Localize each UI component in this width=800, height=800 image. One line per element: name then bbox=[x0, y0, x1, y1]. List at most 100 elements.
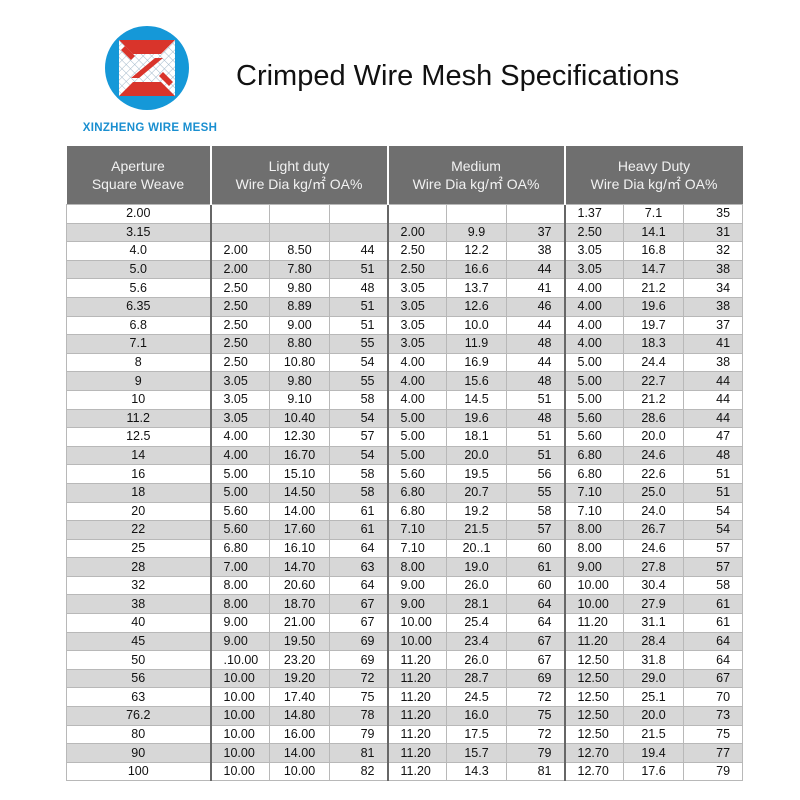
aperture-cell: 100 bbox=[66, 761, 211, 782]
table-cell: 17.60 bbox=[269, 520, 330, 540]
table-cell: 72 bbox=[329, 668, 388, 689]
aperture-cell: 40 bbox=[66, 613, 211, 633]
table-cell: 64 bbox=[506, 594, 565, 615]
table-cell: 11.20 bbox=[563, 613, 624, 633]
header-medium: Medium Wire Dia kg/㎡ OA% bbox=[386, 146, 565, 205]
table-cell: 5.00 bbox=[563, 352, 624, 373]
spec-table: Aperture Square Weave Light duty Wire Dia … bbox=[66, 146, 744, 782]
table-cell: 12.6 bbox=[446, 296, 507, 317]
table-cell: 28.7 bbox=[446, 668, 507, 689]
table-cell: 10.00 bbox=[209, 761, 270, 782]
table-cell: 23.20 bbox=[269, 650, 330, 670]
table-cell: 10.00 bbox=[563, 594, 624, 615]
table-cell: 31.1 bbox=[623, 613, 684, 633]
table-cell bbox=[329, 204, 388, 224]
table-cell: 58 bbox=[506, 501, 565, 522]
table-cell: 20.0 bbox=[623, 427, 684, 447]
table-cell: 7.10 bbox=[563, 501, 624, 522]
aperture-cell: 9 bbox=[66, 371, 211, 391]
table-cell: 20.60 bbox=[269, 575, 330, 596]
table-cell: 11.20 bbox=[386, 761, 447, 782]
table-cell: 19.5 bbox=[446, 464, 507, 484]
table-cell: 2.50 bbox=[209, 315, 270, 336]
table-cell: 58 bbox=[329, 464, 388, 484]
table-cell: 79 bbox=[329, 724, 388, 745]
aperture-cell: 90 bbox=[66, 743, 211, 763]
table-cell: 4.00 bbox=[563, 278, 624, 298]
table-cell: 48 bbox=[682, 445, 744, 466]
table-cell: 10.00 bbox=[209, 668, 270, 689]
table-cell: 38 bbox=[682, 259, 744, 280]
table-cell: 4.00 bbox=[209, 427, 270, 447]
table-row: 12.5 4.00 12.30 57 5.00 18.1 51 5.60 20.0 47 bbox=[66, 427, 744, 447]
table-cell: 77 bbox=[682, 743, 744, 763]
table-cell: 10.00 bbox=[209, 706, 270, 726]
table-cell: 69 bbox=[506, 668, 565, 689]
table-cell: 2.50 bbox=[209, 334, 270, 354]
table-row: 22 5.60 17.60 61 7.10 21.5 57 8.00 26.7 54 bbox=[66, 520, 744, 540]
table-cell: 12.50 bbox=[563, 706, 624, 726]
table-cell: 20.0 bbox=[446, 445, 507, 466]
table-cell: 6.80 bbox=[563, 445, 624, 466]
table-cell: 14.1 bbox=[623, 222, 684, 243]
table-cell: 61 bbox=[506, 557, 565, 577]
table-cell: 12.70 bbox=[563, 761, 624, 782]
aperture-cell: 14 bbox=[66, 445, 211, 466]
table-cell: 19.7 bbox=[623, 315, 684, 336]
table-cell: 25.1 bbox=[623, 687, 684, 708]
table-cell: 5.00 bbox=[386, 408, 447, 429]
table-row: 56 10.00 19.20 72 11.20 28.7 69 12.50 29.0 67 bbox=[66, 668, 744, 689]
table-cell: 4.00 bbox=[563, 296, 624, 317]
table-cell: 31 bbox=[682, 222, 744, 243]
table-cell: 54 bbox=[682, 501, 744, 522]
table-cell: 32 bbox=[682, 241, 744, 261]
table-row: 11.2 3.05 10.40 54 5.00 19.6 48 5.60 28.6 44 bbox=[66, 408, 744, 429]
table-cell: 8.50 bbox=[269, 241, 330, 261]
table-row: 6.35 2.50 8.89 51 3.05 12.6 46 4.00 19.6 38 bbox=[66, 296, 744, 317]
table-cell: 22.7 bbox=[623, 371, 684, 391]
table-cell: 10.00 bbox=[209, 687, 270, 708]
table-cell: 38 bbox=[682, 352, 744, 373]
aperture-cell: 28 bbox=[66, 557, 211, 577]
table-row: 10 3.05 9.10 58 4.00 14.5 51 5.00 21.2 44 bbox=[66, 389, 744, 410]
table-cell: 11.20 bbox=[386, 706, 447, 726]
table-row: 100 10.00 10.00 82 11.20 14.3 81 12.70 17.6 79 bbox=[66, 761, 744, 782]
table-cell: 8.00 bbox=[209, 594, 270, 615]
table-cell: 8.00 bbox=[209, 575, 270, 596]
aperture-cell: 10 bbox=[66, 389, 211, 410]
aperture-cell: 11.2 bbox=[66, 408, 211, 429]
table-cell: 67 bbox=[329, 594, 388, 615]
table-cell: 11.20 bbox=[386, 650, 447, 670]
table-cell: 56 bbox=[506, 464, 565, 484]
table-cell: 10.0 bbox=[446, 315, 507, 336]
table-cell: 3.05 bbox=[563, 259, 624, 280]
table-cell: 2.50 bbox=[209, 296, 270, 317]
table-cell: 67 bbox=[682, 668, 744, 689]
table-cell: 4.00 bbox=[563, 315, 624, 336]
table-cell: 10.00 bbox=[209, 724, 270, 745]
table-cell: 64 bbox=[682, 631, 744, 652]
table-cell: 12.50 bbox=[563, 687, 624, 708]
table-cell: 20.7 bbox=[446, 482, 507, 503]
table-cell: 25.4 bbox=[446, 613, 507, 633]
aperture-cell: 6.8 bbox=[66, 315, 211, 336]
table-cell: 19.4 bbox=[623, 743, 684, 763]
table-cell: 7.80 bbox=[269, 259, 330, 280]
table-row: 32 8.00 20.60 64 9.00 26.0 60 10.00 30.4 58 bbox=[66, 575, 744, 596]
table-cell: 2.50 bbox=[563, 222, 624, 243]
table-cell: 17.40 bbox=[269, 687, 330, 708]
table-cell: 17.6 bbox=[623, 761, 684, 782]
table-cell bbox=[269, 222, 330, 243]
aperture-cell: 25 bbox=[66, 538, 211, 559]
table-cell: 54 bbox=[329, 445, 388, 466]
table-cell: 5.60 bbox=[386, 464, 447, 484]
table-cell: 57 bbox=[682, 538, 744, 559]
table-cell bbox=[386, 204, 447, 224]
table-cell: 41 bbox=[682, 334, 744, 354]
table-row: 38 8.00 18.70 67 9.00 28.1 64 10.00 27.9 61 bbox=[66, 594, 744, 615]
table-cell: 19.6 bbox=[446, 408, 507, 429]
table-cell: 79 bbox=[682, 761, 744, 782]
table-cell: 9.00 bbox=[386, 575, 447, 596]
table-cell: 11.20 bbox=[386, 724, 447, 745]
table-cell: 55 bbox=[329, 334, 388, 354]
